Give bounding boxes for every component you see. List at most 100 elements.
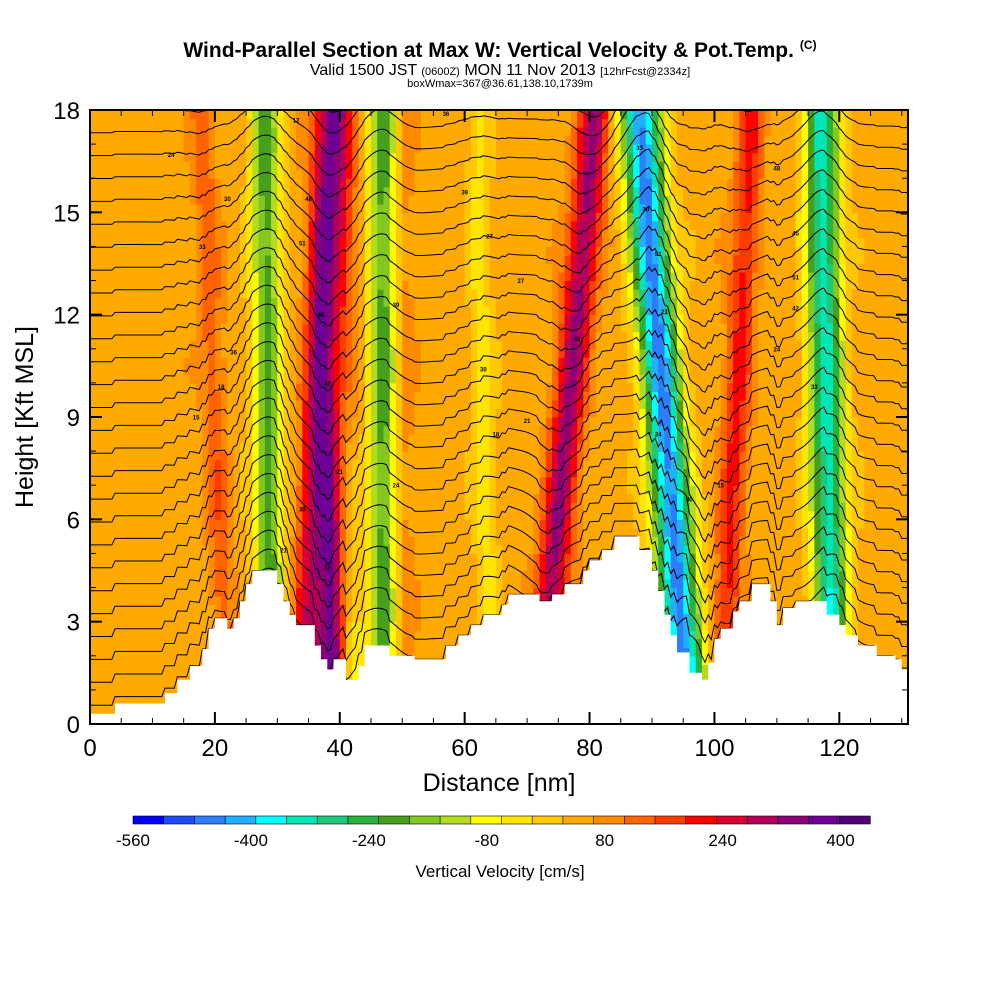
field-cell [370, 587, 378, 597]
field-cell [96, 459, 104, 469]
field-cell [402, 442, 410, 452]
field-cell [171, 476, 179, 486]
field-cell [289, 468, 297, 478]
field-cell [152, 459, 160, 469]
field-cell [858, 425, 865, 435]
field-cell [258, 442, 266, 452]
field-cell [208, 425, 216, 435]
field-cell [514, 442, 522, 452]
field-cell [189, 544, 197, 555]
field-cell [358, 553, 366, 563]
field-cell [858, 527, 865, 537]
field-cell [96, 519, 104, 529]
field-cell [408, 570, 416, 580]
field-cell [296, 493, 303, 503]
field-cell [183, 408, 191, 418]
field-cell [327, 604, 335, 614]
field-cell [595, 519, 603, 529]
field-cell [783, 459, 790, 469]
field-cell [146, 536, 154, 546]
field-cell [214, 587, 222, 597]
field-cell [870, 459, 878, 469]
field-cell [133, 536, 141, 546]
field-cell [883, 613, 890, 623]
field-cell [146, 613, 154, 623]
field-cell [826, 553, 834, 563]
field-cell [776, 485, 784, 495]
field-cell [570, 408, 578, 418]
field-cell [227, 502, 235, 512]
field-cell [720, 485, 728, 495]
field-cell [545, 485, 553, 495]
field-cell [171, 647, 179, 657]
field-cell [314, 408, 322, 418]
field-cell [352, 468, 360, 478]
field-cell [133, 553, 141, 563]
field-cell [614, 425, 622, 435]
field-cell [352, 476, 360, 486]
field-cell [701, 417, 709, 427]
field-cell [346, 442, 353, 452]
field-cell [202, 425, 210, 435]
field-cell [289, 408, 297, 418]
field-cell [227, 434, 235, 444]
field-cell [277, 425, 285, 435]
field-cell [158, 425, 166, 435]
field-cell [689, 536, 697, 546]
field-cell [308, 502, 316, 512]
field-cell [445, 399, 453, 410]
field-cell [795, 468, 803, 478]
field-cell [739, 493, 747, 503]
field-cell [427, 544, 435, 555]
copyright-mark: (C) [799, 38, 817, 52]
field-cell [664, 553, 672, 563]
field-cell [783, 570, 790, 580]
field-cell [676, 536, 684, 546]
field-cell [708, 579, 716, 589]
field-cell [545, 425, 553, 435]
field-cell [739, 570, 747, 580]
field-cell [889, 493, 897, 503]
field-cell [246, 553, 253, 563]
field-cell [189, 485, 197, 495]
field-cell [858, 434, 865, 444]
field-cell [246, 510, 253, 520]
field-cell [383, 553, 391, 563]
field-cell [683, 587, 691, 597]
field-cell [558, 442, 566, 452]
field-cell [364, 459, 372, 469]
field-cell [876, 561, 884, 572]
field-cell [564, 399, 572, 410]
field-cell [414, 417, 422, 427]
field-cell [333, 613, 341, 623]
field-cell [595, 434, 603, 444]
field-cell [214, 476, 222, 486]
field-cell [452, 442, 460, 452]
field-cell [701, 544, 709, 555]
field-cell [346, 510, 353, 520]
field-cell [370, 638, 378, 648]
field-cell [751, 527, 759, 537]
field-cell [314, 425, 322, 435]
field-cell [252, 544, 260, 555]
field-cell [246, 417, 253, 427]
field-cell [858, 459, 865, 469]
field-cell [558, 485, 566, 495]
field-cell [214, 451, 222, 461]
field-cell [395, 493, 403, 503]
field-cell [370, 621, 378, 631]
field-cell [352, 544, 360, 555]
field-cell [583, 485, 591, 495]
field-cell [389, 476, 397, 486]
field-cell [158, 519, 166, 529]
field-cell [639, 476, 647, 486]
field-cell [751, 485, 759, 495]
field-cell [108, 681, 116, 691]
field-cell [514, 451, 522, 461]
field-cell [502, 502, 509, 512]
field-cell [470, 561, 478, 572]
field-cell [327, 468, 335, 478]
field-cell [121, 476, 129, 486]
field-cell [445, 527, 453, 537]
field-cell [420, 459, 428, 469]
